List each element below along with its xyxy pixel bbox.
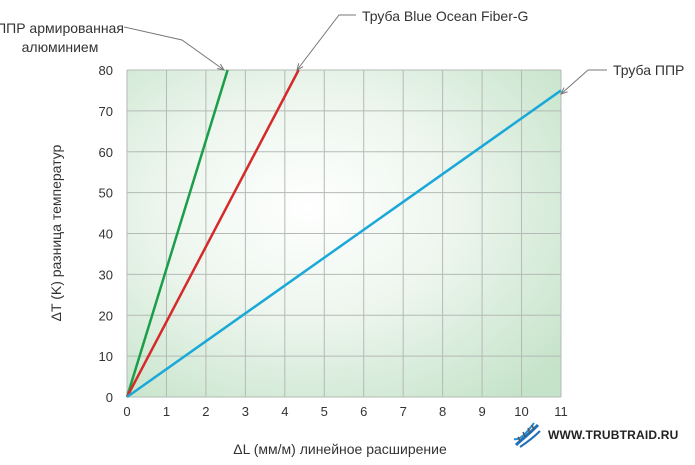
x-tick-label: 11 xyxy=(554,404,568,419)
x-tick-label: 9 xyxy=(478,404,485,419)
series-label-1: ППР армированная xyxy=(0,20,124,36)
x-tick-label: 2 xyxy=(202,404,209,419)
leader-arrow-1 xyxy=(217,63,226,71)
x-tick-label: 8 xyxy=(439,404,446,419)
y-tick-label: 60 xyxy=(99,145,113,160)
leader-line-2 xyxy=(296,14,356,71)
series-line-1 xyxy=(125,69,229,398)
watermark: WWW.TRUBTRAID.RU xyxy=(512,420,690,450)
series-lines xyxy=(125,69,562,399)
x-tick-label: 5 xyxy=(321,404,328,419)
series-label-3: Труба ППР xyxy=(613,62,684,78)
grid-lines xyxy=(126,69,562,398)
y-tick-label: 40 xyxy=(99,227,113,242)
series-label-1: алюминием xyxy=(22,39,99,55)
x-tick-label: 1 xyxy=(163,404,170,419)
leader-arrow-3 xyxy=(560,87,568,95)
series-line-2 xyxy=(125,69,300,398)
watermark-text: WWW.TRUBTRAID.RU xyxy=(548,428,679,442)
x-axis-label: ΔL (мм/м) линейное расширение xyxy=(233,441,447,457)
series-labels: ППР армированная алюминием Труба Blue Ocea… xyxy=(0,8,684,95)
x-tick-label: 10 xyxy=(514,404,528,419)
y-tick-label: 0 xyxy=(106,390,113,405)
y-tick-label: 80 xyxy=(99,63,113,78)
leader-line-3 xyxy=(560,69,607,95)
series-line-3 xyxy=(126,89,562,399)
series-label-2: Труба Blue Ocean Fiber-G xyxy=(362,8,528,24)
axis-labels: ΔT (K) разница температур ΔL (мм/м) лине… xyxy=(48,144,447,457)
tick-labels: 0 1 2 3 4 5 6 7 8 9 10 11 0 10 20 30 40 50 60 70 80 xyxy=(99,63,568,419)
x-tick-label: 0 xyxy=(123,404,130,419)
y-tick-label: 10 xyxy=(99,349,113,364)
x-tick-label: 3 xyxy=(242,404,249,419)
y-tick-label: 20 xyxy=(99,308,113,323)
y-tick-label: 30 xyxy=(99,267,113,282)
dna-helix-icon xyxy=(513,422,541,448)
leader-line-1 xyxy=(123,26,225,71)
y-tick-label: 70 xyxy=(99,104,113,119)
leader-arrow-2 xyxy=(296,63,304,72)
y-tick-label: 50 xyxy=(99,186,113,201)
x-tick-label: 4 xyxy=(281,404,288,419)
x-tick-label: 6 xyxy=(360,404,367,419)
x-tick-label: 7 xyxy=(400,404,407,419)
y-axis-label: ΔT (K) разница температур xyxy=(48,144,64,321)
